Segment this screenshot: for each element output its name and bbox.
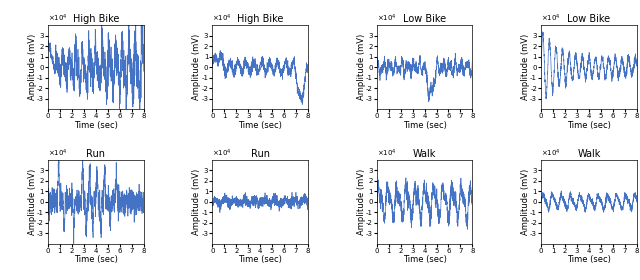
Title: Run: Run (86, 149, 106, 159)
X-axis label: Time (sec): Time (sec) (74, 255, 118, 264)
X-axis label: Time (sec): Time (sec) (403, 121, 447, 130)
X-axis label: Time (sec): Time (sec) (567, 121, 611, 130)
Y-axis label: Amplitude (mV): Amplitude (mV) (356, 169, 365, 235)
Y-axis label: Amplitude (mV): Amplitude (mV) (192, 34, 201, 100)
Title: High Bike: High Bike (237, 15, 284, 24)
Title: Low Bike: Low Bike (568, 15, 611, 24)
Text: $\times10^4$: $\times10^4$ (377, 148, 397, 159)
Y-axis label: Amplitude (mV): Amplitude (mV) (521, 34, 530, 100)
Text: $\times10^4$: $\times10^4$ (212, 13, 232, 24)
Text: $\times10^4$: $\times10^4$ (377, 13, 397, 24)
Text: $\times10^4$: $\times10^4$ (212, 148, 232, 159)
Y-axis label: Amplitude (mV): Amplitude (mV) (521, 169, 530, 235)
Y-axis label: Amplitude (mV): Amplitude (mV) (192, 169, 201, 235)
Title: Walk: Walk (413, 149, 436, 159)
Text: $\times10^4$: $\times10^4$ (541, 13, 561, 24)
Y-axis label: Amplitude (mV): Amplitude (mV) (28, 34, 37, 100)
X-axis label: Time (sec): Time (sec) (238, 255, 282, 264)
Text: $\times10^4$: $\times10^4$ (541, 148, 561, 159)
X-axis label: Time (sec): Time (sec) (238, 121, 282, 130)
X-axis label: Time (sec): Time (sec) (74, 121, 118, 130)
Title: Low Bike: Low Bike (403, 15, 446, 24)
Text: $\times10^4$: $\times10^4$ (48, 13, 68, 24)
Title: High Bike: High Bike (72, 15, 119, 24)
Y-axis label: Amplitude (mV): Amplitude (mV) (356, 34, 365, 100)
X-axis label: Time (sec): Time (sec) (403, 255, 447, 264)
X-axis label: Time (sec): Time (sec) (567, 255, 611, 264)
Title: Run: Run (251, 149, 269, 159)
Title: Walk: Walk (577, 149, 601, 159)
Text: $\times10^4$: $\times10^4$ (48, 148, 68, 159)
Y-axis label: Amplitude (mV): Amplitude (mV) (28, 169, 37, 235)
